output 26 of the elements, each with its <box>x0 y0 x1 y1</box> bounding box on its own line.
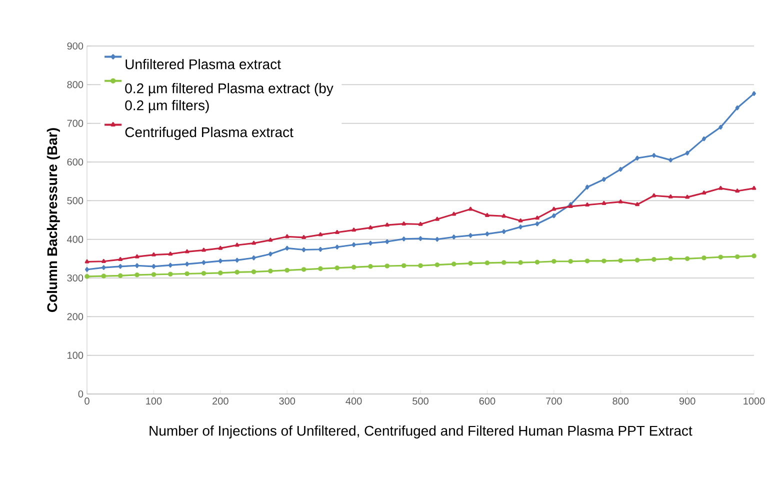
y-tick-label: 900 <box>67 42 84 50</box>
x-tick-label: 800 <box>612 398 629 405</box>
y-tick-label: 800 <box>67 81 84 88</box>
y-tick-label: 100 <box>68 352 84 359</box>
legend-label: Centrifuged Plasma extract <box>125 126 294 140</box>
y-tick-label: 300 <box>67 274 84 282</box>
x-tick-label: 700 <box>546 398 562 405</box>
x-tick-label: 100 <box>146 398 162 405</box>
x-tick-label: 0 <box>84 398 90 405</box>
y-tick-label: 200 <box>67 313 84 320</box>
x-tick-label: 500 <box>412 398 428 405</box>
x-axis-title: Number of Injections of Unfiltered, Centrifuged and Filtered Human Plasma PPT Extract <box>150 425 692 439</box>
y-tick-label: 700 <box>67 120 84 127</box>
x-tick-label: 300 <box>279 398 296 405</box>
y-tick-label: 400 <box>67 236 84 243</box>
x-tick-label: 600 <box>479 398 496 405</box>
y-axis-title: Column Backpressure (Bar) <box>46 128 60 312</box>
x-tick-label: 1000 <box>744 398 765 405</box>
y-tick-label: 500 <box>67 197 84 204</box>
y-tick-label: 0 <box>78 390 84 398</box>
y-tick-label: 600 <box>67 158 84 166</box>
legend-label: Unfiltered Plasma extract <box>126 58 281 70</box>
x-tick-label: 200 <box>212 398 228 405</box>
legend-label: 0.2 µm filtered Plasma extract (by 0.2 µm filters) <box>125 83 334 114</box>
x-tick-label: 900 <box>679 398 696 405</box>
x-tick-label: 400 <box>346 398 362 405</box>
